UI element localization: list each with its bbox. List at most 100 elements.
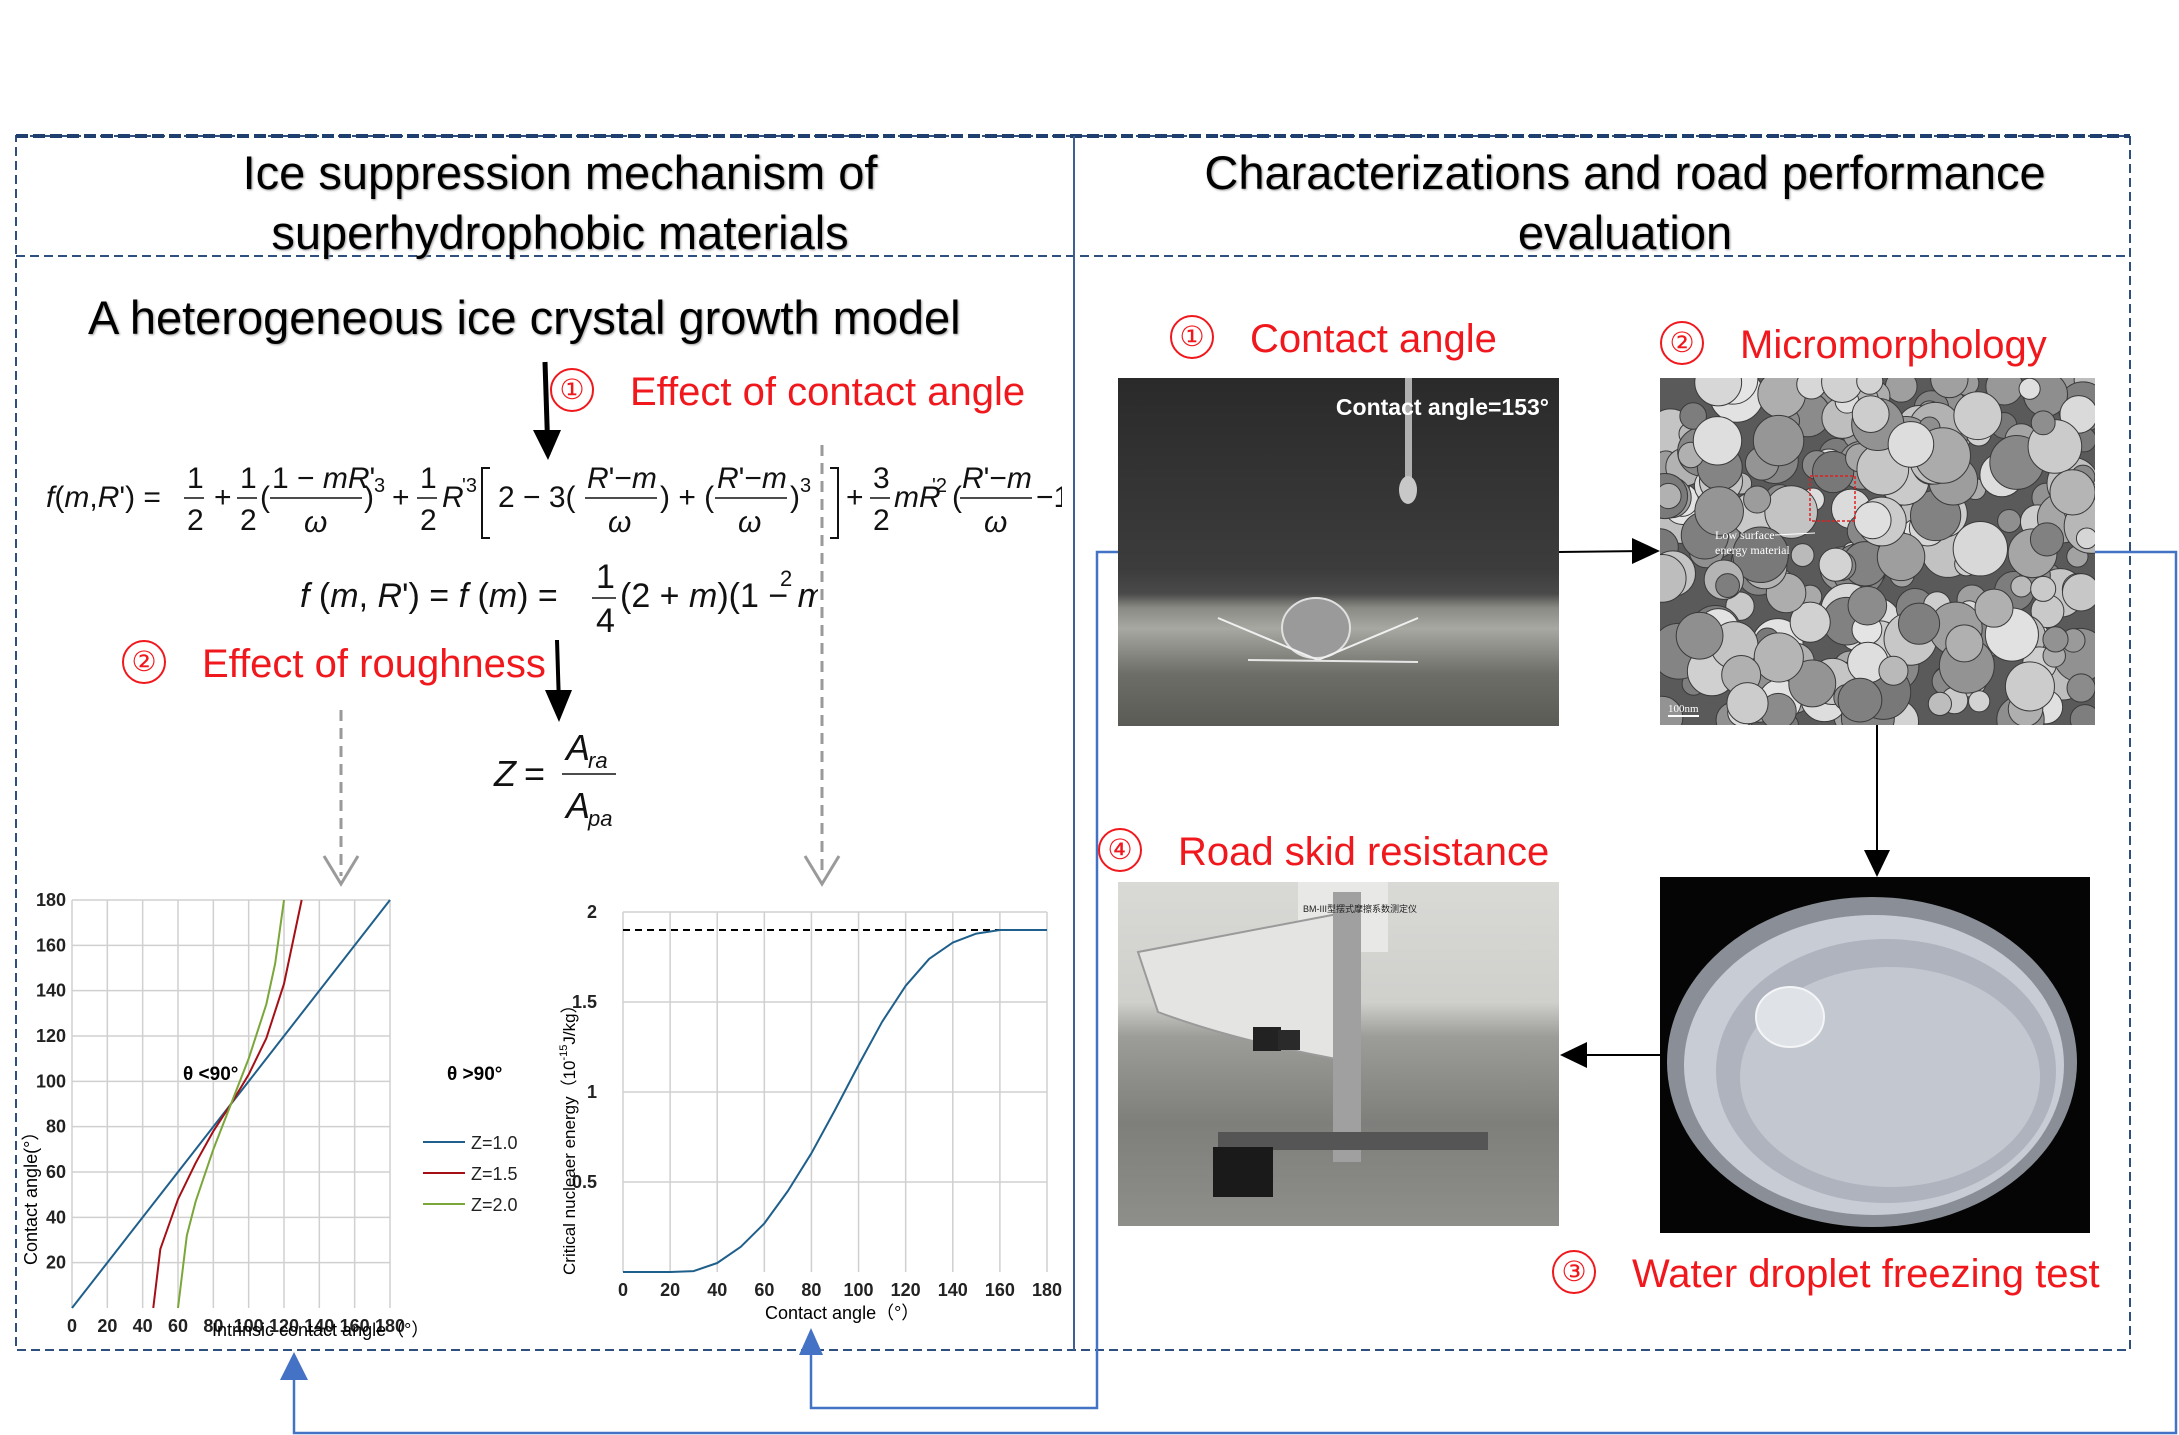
x-tick-label: 140 [938, 1280, 968, 1300]
model-title: A heterogeneous ice crystal growth model [88, 291, 961, 344]
svg-text:mR: mR [894, 481, 941, 514]
right-panel-title: Characterizations and road performance e… [1090, 143, 2160, 263]
contact-angle-photo: Contact angle=153° [1118, 378, 1559, 726]
y-tick-label: 180 [36, 890, 66, 910]
sem-scale-label: 100nm [1668, 703, 1699, 717]
sem-particle [1968, 690, 1991, 713]
y-tick-label: 20 [46, 1253, 66, 1273]
svg-text:2: 2 [187, 504, 204, 537]
micromorphology-photo: Low surface energy material 100nm [1660, 378, 2095, 725]
skid-resistance-photo: BM-III型摆式摩擦系数测定仪 [1118, 882, 1559, 1226]
svg-text:3: 3 [374, 475, 385, 497]
sem-particle [1790, 543, 1815, 568]
x-tick-label: 180 [1032, 1280, 1062, 1300]
svg-text:=: = [524, 753, 545, 794]
x-tick-label: 40 [707, 1280, 727, 1300]
right-step4-label: ④ Road skid resistance [1098, 828, 1550, 876]
left-step1-label: ① Effect of contact angle [550, 368, 1025, 416]
svg-text:3: 3 [800, 475, 811, 497]
sem-particle [1764, 485, 1818, 539]
svg-text:2: 2 [240, 504, 257, 537]
y-tick-label: 160 [36, 935, 66, 955]
critical-energy-chart: 0 20 40 60 80 100 120 140 160 180 0.5 1 1.5 2 Contact… [558, 902, 1062, 1323]
sem-particle [2069, 704, 2095, 725]
svg-text:'2: '2 [932, 475, 947, 497]
left-title-line1: Ice suppression mechanism of [242, 146, 878, 199]
x-tick-label: 180 [375, 1316, 405, 1336]
svg-text:'3: '3 [462, 475, 477, 497]
svg-text:): ) [364, 481, 374, 514]
sem-particle [1694, 378, 1743, 407]
svg-text:+: + [846, 481, 864, 514]
x-tick-label: 120 [269, 1316, 299, 1336]
svg-text:2 − 3(: 2 − 3( [498, 481, 576, 514]
svg-text:R'−m: R'−m [717, 462, 787, 495]
svg-text:ω: ω [738, 506, 761, 539]
x-tick-label: 140 [304, 1316, 334, 1336]
x-tick-label: 60 [168, 1316, 188, 1336]
svg-text:1: 1 [596, 560, 615, 596]
step-label-text: Road skid resistance [1178, 830, 1550, 874]
legend-label: Z=1.5 [471, 1164, 518, 1184]
arrow-head-eq3 [545, 690, 572, 722]
skid-tester-drawing [1136, 882, 1488, 1197]
x-tick-label: 80 [203, 1316, 223, 1336]
sem-particle [1788, 659, 1837, 708]
sem-particle [1675, 611, 1724, 660]
contact-angle-caption: Contact angle=153° [1335, 394, 1549, 420]
sem-highlight-box [1809, 475, 1856, 522]
y-tick-label: 60 [46, 1162, 66, 1182]
x-tick-label: 100 [844, 1280, 874, 1300]
equation-2: f (m, R') = f (m) = 1 4 (2 + m)(1 − m)2 [300, 560, 818, 640]
svg-text:ω: ω [304, 506, 327, 539]
chart2-ylabel-pre: Critical nucleaer energy（10 [560, 1061, 579, 1276]
sem-particle [2018, 378, 2041, 400]
sem-particle [2075, 527, 2095, 550]
svg-text:2: 2 [420, 504, 437, 537]
chart1-annotation-gt: θ >90° [447, 1064, 502, 1085]
x-tick-label: 0 [67, 1316, 77, 1336]
sem-particle [1952, 521, 2009, 577]
sem-particle [2066, 673, 2095, 703]
right-step1-label: ① Contact angle [1170, 315, 1497, 363]
right-title-line2: evaluation [1517, 206, 1733, 259]
sem-particle [1715, 573, 1740, 598]
step-number-badge: ① [550, 368, 594, 413]
sem-particle [1818, 547, 1853, 582]
x-tick-label: 80 [801, 1280, 821, 1300]
sem-particle [1887, 421, 1935, 468]
svg-text:+: + [392, 481, 410, 514]
sem-particle [1974, 588, 2014, 628]
sem-particle [1927, 691, 1953, 716]
series-line [623, 929, 1047, 1273]
sem-particle [1856, 378, 1884, 395]
sem-particle [1847, 585, 1888, 626]
svg-text:R'−m: R'−m [587, 462, 657, 495]
step2-text: Effect of roughness [202, 642, 546, 686]
sem-particle [1692, 416, 1743, 466]
x-tick-label: 60 [754, 1280, 774, 1300]
sem-particle [1851, 395, 1890, 434]
svg-text:Z: Z [493, 753, 517, 794]
svg-text:A: A [564, 727, 590, 768]
right-title-line1: Characterizations and road performance [1204, 146, 2046, 199]
skid-tester-sign: BM-III型摆式摩擦系数测定仪 [1303, 904, 1417, 914]
sem-particle [1660, 482, 1682, 510]
sem-particle [1679, 402, 1707, 430]
sem-particle [1953, 391, 2003, 441]
sem-particle [1753, 632, 1804, 683]
equation-1: f(m,R') = 12 + 12 ( 1 − mR'ω ) 3 + 12 R'3… [46, 462, 1062, 539]
step-number-badge: ② [122, 640, 166, 685]
series-line [152, 899, 303, 1309]
svg-text:1 − mR': 1 − mR' [272, 462, 375, 495]
svg-text:): ) [790, 481, 800, 514]
x-tick-label: 20 [660, 1280, 680, 1300]
left-panel-title: Ice suppression mechanism of superhydrop… [20, 143, 1100, 263]
x-tick-label: 160 [985, 1280, 1015, 1300]
sem-particle [1726, 682, 1769, 725]
sem-particle [1752, 414, 1805, 467]
step-number-badge: ④ [1098, 828, 1142, 873]
svg-text:R'−m: R'−m [962, 462, 1032, 495]
svg-text:(2 + m)(1 − m): (2 + m)(1 − m) [620, 577, 818, 615]
arrow-head-roughness-chart [280, 1352, 308, 1380]
